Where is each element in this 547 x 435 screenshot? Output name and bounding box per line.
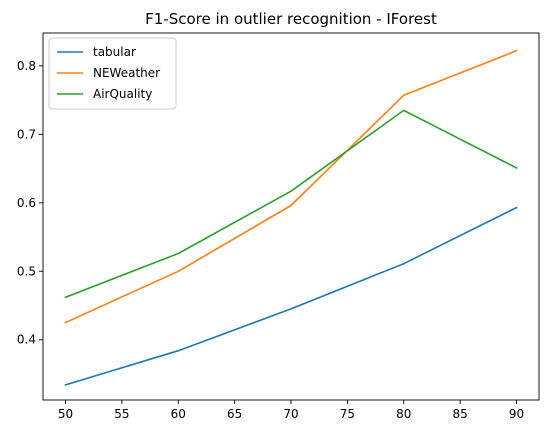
series-layer	[64, 49, 518, 386]
y-tick-label: 0.7	[17, 127, 36, 141]
x-tick-label: 65	[227, 407, 242, 421]
x-tick-label: 50	[58, 407, 73, 421]
chart-title: F1-Score in outlier recognition - IFores…	[145, 10, 437, 28]
x-tick-label: 70	[283, 407, 298, 421]
y-axis: 0.4 0.5 0.6 0.7 0.8	[17, 59, 43, 347]
x-tick-label: 60	[171, 407, 186, 421]
legend-label: NEWeather	[93, 66, 160, 80]
y-tick-label: 0.4	[17, 333, 36, 347]
x-tick-label: 80	[396, 407, 411, 421]
legend-label: AirQuality	[93, 87, 152, 101]
x-axis: 50 55 60 65 70 75 80 85 90	[58, 400, 524, 421]
series-line-tabular	[64, 206, 518, 386]
x-tick-label: 90	[509, 407, 524, 421]
x-tick-label: 55	[114, 407, 129, 421]
series-line-neweather	[64, 49, 518, 324]
legend-box	[48, 37, 177, 110]
x-tick-label: 85	[452, 407, 467, 421]
y-tick-label: 0.6	[17, 196, 36, 210]
y-tick-label: 0.8	[17, 59, 36, 73]
series-line-airquality	[64, 109, 518, 299]
legend: tabular NEWeather AirQuality	[48, 37, 177, 110]
plot-frame	[42, 32, 540, 401]
legend-label: tabular	[93, 45, 136, 59]
y-tick-label: 0.5	[17, 264, 36, 278]
x-tick-label: 75	[340, 407, 355, 421]
